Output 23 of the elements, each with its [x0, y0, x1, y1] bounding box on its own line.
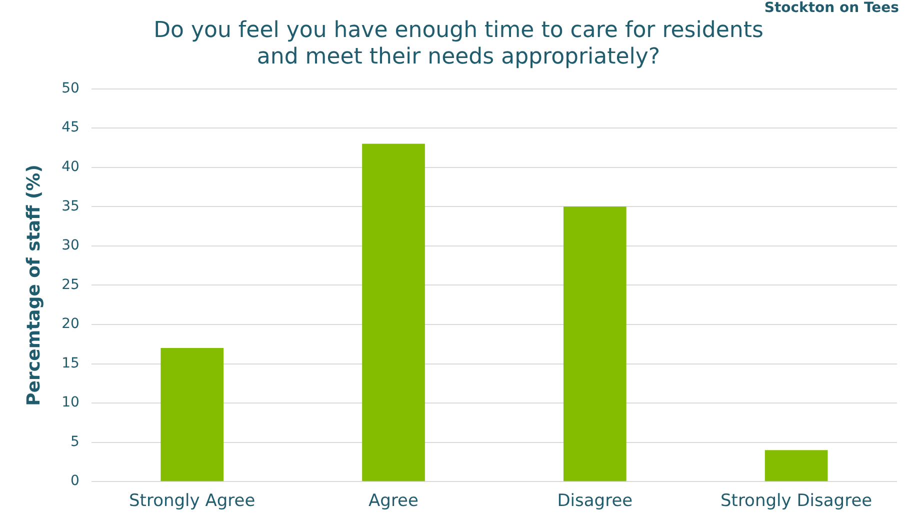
y-tick-label: 20 [62, 316, 80, 332]
y-tick-label: 25 [62, 276, 80, 293]
text: and meet their needs appropriately? [256, 44, 660, 70]
y-tick-label: 0 [70, 473, 80, 490]
y-axis-title: Percemtage of staff (%) [23, 164, 44, 406]
y-tick-label: 15 [62, 355, 80, 372]
y-tick-label: 35 [62, 198, 80, 214]
y-tick-label: 40 [62, 159, 80, 175]
bar [160, 348, 224, 482]
y-tick-label: 10 [62, 394, 80, 411]
text: Stockton on Tees [764, 0, 899, 16]
x-tick-label: Disagree [557, 491, 633, 512]
y-tick-label: 5 [70, 434, 80, 450]
bar [362, 144, 425, 482]
y-tick-label: 45 [62, 120, 80, 136]
bar [563, 206, 626, 482]
bar [764, 450, 828, 482]
y-tick-label: 30 [62, 238, 80, 254]
x-tick-label: Strongly Agree [129, 491, 256, 512]
y-tick-label: 50 [62, 80, 80, 96]
text: Do you feel you have enough time to care for residents [154, 18, 764, 43]
x-tick-label: Strongly Disagree [720, 491, 872, 512]
x-tick-label: Agree [368, 491, 418, 512]
